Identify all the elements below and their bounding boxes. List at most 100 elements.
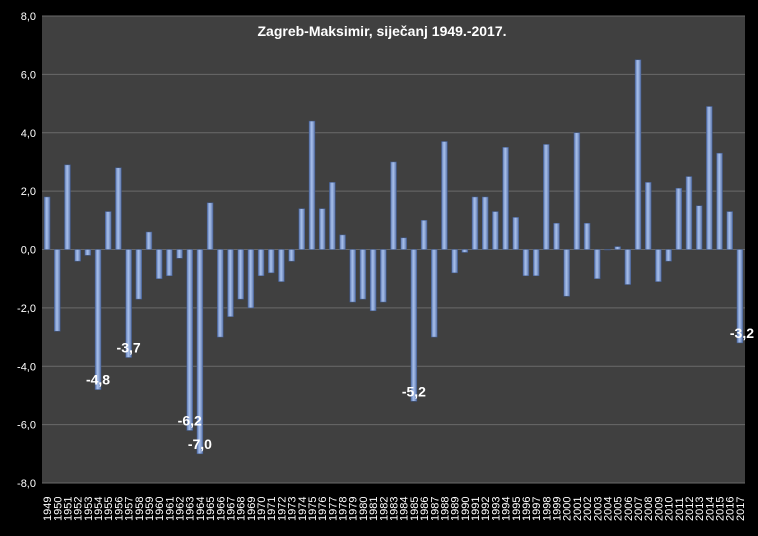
bar-1976 [318,208,326,250]
y-tick-label: -8,0 [17,478,36,490]
x-tick-label: 1984 [399,497,411,521]
bar-1982 [380,249,387,303]
bar-1996 [522,249,530,277]
bar-1960 [155,249,163,279]
bar-2007 [634,59,642,250]
bar-1958 [135,249,142,300]
x-tick-label: 1995 [511,497,523,521]
x-tick-label: 1961 [164,497,176,521]
x-tick-label: 1956 [113,497,125,521]
bar-1987 [431,249,438,338]
bar-1957 [125,249,132,358]
x-tick-label: 1978 [338,497,350,521]
x-tick-label: 1973 [287,497,299,521]
bar-1983 [390,161,397,250]
x-tick-label: 1987 [429,497,441,521]
data-label-1957: -3,7 [117,339,141,355]
x-tick-label: 1951 [62,497,74,521]
y-axis-ticks: 8,0 6,0 4,0 2,0 0,0 -2,0 -4,0 -6,0 -8,0 [17,11,36,490]
data-label-1954: -4,8 [86,372,110,388]
y-tick-label: 0,0 [21,245,36,257]
x-tick-label: 2003 [592,497,604,521]
y-tick-label: 4,0 [21,128,36,140]
bar-1993 [492,211,499,250]
bar-1949 [43,196,51,250]
x-tick-label: 1989 [450,497,462,521]
x-tick-label: 2008 [643,497,655,521]
x-tick-label: 1998 [541,497,553,521]
bar-2002 [583,222,591,250]
bar-1974 [298,208,306,250]
bar-1972 [278,249,285,282]
x-tick-label: 1972 [276,497,288,521]
bar-1994 [502,147,509,250]
bars [43,59,744,455]
y-tick-label: 2,0 [21,186,36,198]
bar-2000 [563,249,570,297]
bar-2012 [685,176,693,250]
x-tick-label: 1969 [246,497,258,521]
x-tick-label: 1962 [175,497,187,521]
x-tick-label: 2012 [684,497,696,521]
bar-2015 [716,152,723,250]
bar-1965 [206,202,214,250]
bar-2003 [594,249,601,279]
x-tick-label: 1979 [348,497,360,521]
x-tick-label: 2006 [623,497,635,521]
bar-1966 [217,249,224,338]
bar-2001 [573,132,581,250]
x-tick-label: 2011 [674,497,686,521]
bar-2016 [726,211,733,250]
bar-1989 [451,249,458,274]
x-tick-label: 2007 [633,497,645,521]
bar-1953 [84,249,92,256]
x-tick-label: 1981 [368,497,380,521]
x-tick-label: 2015 [715,497,727,521]
x-tick-label: 2004 [602,497,614,521]
x-tick-label: 1964 [195,497,207,521]
x-tick-label: 1982 [378,497,390,521]
bar-1968 [237,249,244,300]
x-tick-label: 1985 [409,497,421,521]
y-tick-label: -6,0 [17,420,36,432]
bar-1954 [94,249,102,390]
bar-1959 [145,231,153,250]
x-tick-label: 1991 [470,497,482,521]
x-tick-label: 1968 [236,497,248,521]
bar-1969 [247,249,255,309]
data-labels: -4,8 -3,7 -6,2 -7,0 -5,2 -3,2 [86,325,754,452]
x-tick-label: 1958 [134,497,146,521]
bar-1971 [268,249,275,274]
chart-title: Zagreb-Maksimir, siječanj 1949.-2017. [257,23,506,39]
bar-2011 [675,187,682,250]
bar-1962 [176,249,183,259]
bar-2014 [706,106,713,250]
x-tick-label: 1977 [327,497,339,521]
x-tick-label: 1952 [73,497,85,521]
bar-1951 [64,164,71,250]
x-tick-label: 1975 [307,497,319,521]
data-label-1964: -7,0 [188,436,212,452]
bar-1964 [196,249,204,455]
x-tick-label: 1957 [124,497,136,521]
bar-1979 [349,249,356,303]
x-tick-label: 2016 [725,497,737,521]
bar-2005 [614,246,621,250]
x-tick-label: 1954 [93,497,105,521]
bar-1986 [420,220,428,250]
x-tick-label: 1970 [256,497,268,521]
bar-1999 [553,222,560,250]
x-tick-label: 1994 [501,497,513,521]
x-tick-label: 1949 [42,497,54,521]
bar-2017 [736,249,744,344]
bar-1997 [532,249,540,277]
x-tick-label: 1983 [389,497,401,521]
x-tick-label: 1963 [185,497,197,521]
x-tick-label: 2005 [613,497,625,521]
bar-1991 [471,196,479,250]
bar-1961 [166,249,173,277]
bar-1985 [410,249,418,402]
bar-1952 [74,249,81,262]
x-tick-label: 1950 [52,497,64,521]
bar-2010 [665,249,672,262]
